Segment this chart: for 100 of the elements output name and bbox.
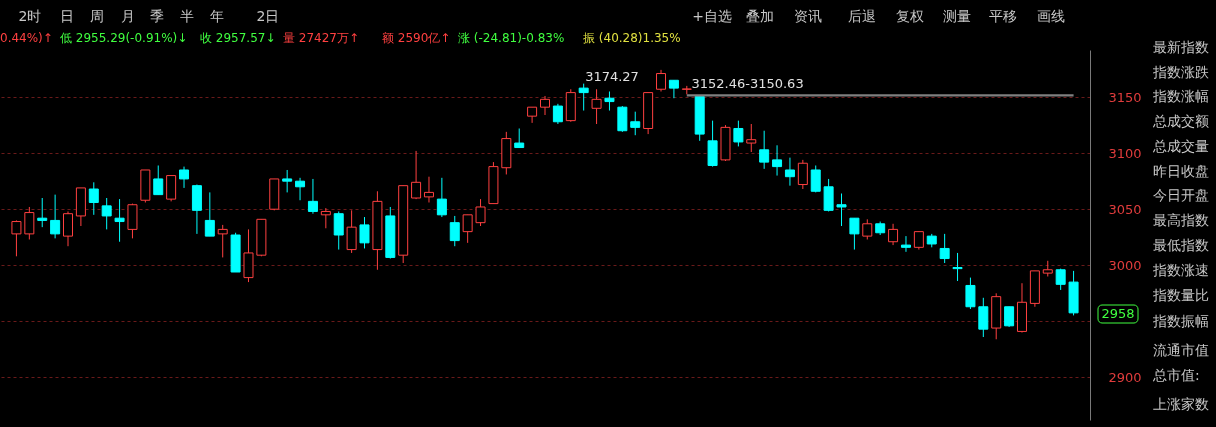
text: 今日开盘	[1153, 187, 1209, 203]
candlestick	[449, 215, 460, 247]
text: 资讯	[794, 8, 822, 24]
text: 量 27427万↑	[283, 31, 360, 45]
candlestick	[849, 217, 860, 251]
text: 画线	[1037, 8, 1065, 24]
text: 振 (40.28)1.35%	[583, 31, 681, 45]
candlestick	[617, 105, 628, 133]
text: 总成交额	[1152, 113, 1209, 129]
candlestick	[552, 103, 563, 125]
candlestick	[11, 219, 22, 257]
text: 测量	[943, 8, 971, 24]
text: 涨 (-24.81)-0.83%	[458, 31, 565, 45]
text: 平移	[989, 8, 1017, 24]
candlestick	[295, 177, 306, 201]
candlestick	[37, 197, 48, 228]
candlestick	[746, 123, 757, 153]
candlestick	[630, 111, 641, 136]
candlestick	[423, 176, 434, 203]
candlestick	[668, 79, 679, 99]
text: 收 2957.57↓	[200, 31, 276, 45]
text: 指数振幅	[1152, 313, 1209, 329]
text: 总市值:	[1152, 367, 1200, 383]
text: +自选	[692, 8, 732, 24]
candlestick	[166, 175, 177, 202]
candlestick	[217, 224, 228, 258]
candlestick	[952, 252, 963, 282]
candlestick	[475, 198, 486, 227]
candlestick	[282, 169, 293, 193]
candlestick	[888, 223, 899, 246]
text: 2958	[1101, 306, 1135, 321]
annotation: 3174.27	[585, 69, 639, 84]
text: 上涨家数	[1153, 396, 1209, 412]
candlestick	[307, 178, 318, 215]
candlestick	[462, 214, 473, 244]
candlestick	[514, 127, 525, 149]
text: 额 2590亿↑	[382, 31, 451, 45]
text: 指数涨幅	[1152, 88, 1209, 104]
y-tick-label: 2900	[1108, 369, 1142, 385]
candlestick	[656, 69, 667, 92]
candlestick	[810, 164, 821, 193]
text: 年	[210, 8, 224, 24]
y-tick-label: 3000	[1108, 257, 1142, 273]
candlestick	[900, 235, 911, 253]
text: 季	[150, 8, 164, 24]
candlestick	[359, 216, 370, 249]
text: 0.44%)↑	[0, 31, 53, 45]
text: 指数涨速	[1152, 262, 1209, 278]
text: 总成交量	[1152, 138, 1209, 154]
y-tick-label: 3100	[1108, 145, 1142, 161]
text: 日	[60, 8, 74, 24]
candlestick	[88, 181, 99, 216]
candlestick	[965, 277, 976, 310]
candlestick	[179, 166, 190, 189]
candlestick	[114, 198, 125, 243]
text: 周	[90, 8, 104, 24]
y-tick-label: 3050	[1108, 201, 1142, 217]
candlestick	[204, 191, 215, 237]
text: 指数量比	[1152, 287, 1209, 303]
text: 昨日收盘	[1153, 163, 1209, 179]
band-label: 3152.46-3150.63	[691, 76, 804, 92]
candlestick	[604, 90, 615, 112]
candlestick	[578, 83, 589, 112]
text: 最低指数	[1153, 237, 1209, 253]
text: 指数涨跌	[1152, 64, 1209, 80]
candlestick	[346, 209, 357, 254]
text: 2时	[18, 8, 42, 24]
text: 后退	[848, 8, 876, 24]
candlestick	[436, 177, 447, 218]
text: 叠加	[746, 8, 774, 24]
text: 复权	[896, 8, 924, 24]
candlestick	[759, 130, 770, 170]
text: 2日	[256, 8, 280, 24]
y-tick-label: 3150	[1108, 89, 1142, 105]
candlestick	[823, 178, 834, 212]
candlestick	[939, 233, 950, 264]
text: 最新指数	[1153, 39, 1209, 55]
candlestick	[784, 157, 795, 187]
candlestick	[50, 194, 61, 239]
candlestick	[978, 297, 989, 338]
text: 低 2955.29(-0.91%)↓	[60, 31, 188, 45]
candlestick	[101, 197, 112, 230]
candlestick	[540, 95, 550, 116]
candlestick	[333, 210, 344, 251]
candlestick	[836, 193, 847, 227]
candlestick	[24, 206, 35, 240]
candlestick	[1004, 306, 1015, 328]
candlestick	[153, 164, 164, 196]
candlestick	[63, 210, 73, 247]
candlestick	[733, 120, 744, 147]
text: 半	[180, 8, 194, 24]
text: 月	[121, 8, 135, 24]
text: 流通市值	[1153, 342, 1209, 358]
candlestick	[797, 159, 808, 190]
candlestick	[320, 207, 331, 229]
candlestick	[862, 218, 873, 240]
candlestick	[772, 144, 783, 177]
text: 最高指数	[1153, 212, 1209, 228]
candlestick	[411, 150, 422, 200]
candlestick	[591, 88, 602, 125]
